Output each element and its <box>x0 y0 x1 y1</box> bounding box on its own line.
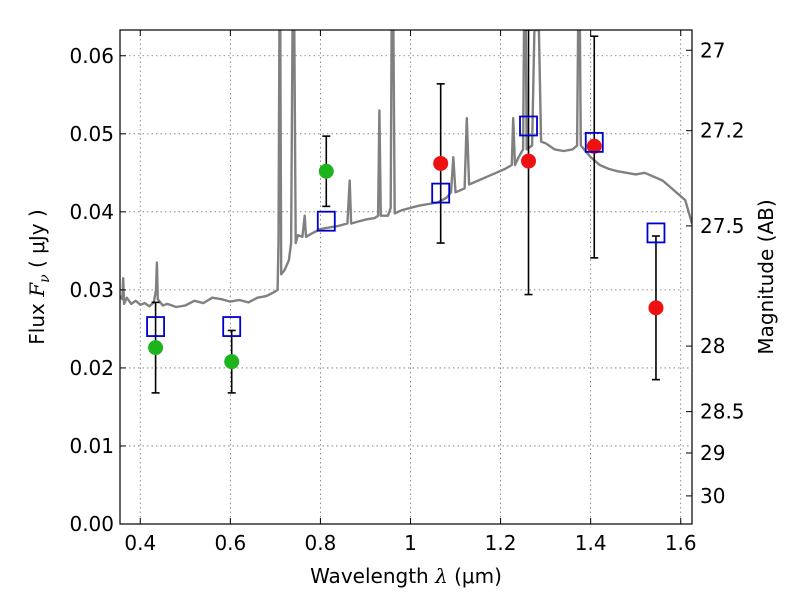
grid <box>120 30 692 525</box>
y-tick-label: 0.01 <box>69 434 114 458</box>
green-data-point <box>224 354 240 370</box>
y-tick-label: 0.04 <box>69 200 114 224</box>
x-tick-label: 1.4 <box>575 531 607 555</box>
right-tick-label: 27.2 <box>700 119 745 143</box>
right-tick-label: 29 <box>700 441 725 465</box>
model-flux-square <box>146 316 165 337</box>
model-squares-layer <box>146 115 666 337</box>
model-flux-square <box>519 115 538 137</box>
model-flux-square <box>584 131 604 153</box>
y-tick-label: 0.06 <box>69 44 114 68</box>
x-axis-label: Wavelength λ (μm) <box>310 564 502 588</box>
model-flux-square <box>222 316 242 337</box>
plot-frame <box>119 29 693 525</box>
y-tick-label: 0.05 <box>69 122 114 146</box>
model-flux-square <box>316 210 336 232</box>
y-axis-label: Flux Fν ( μJy ) <box>25 209 53 344</box>
model-flux-square <box>431 182 451 204</box>
x-tick-label: 0.6 <box>214 531 246 555</box>
model-flux-square <box>646 222 666 244</box>
green-data-point <box>148 340 164 356</box>
x-tick-label: 0.4 <box>124 531 156 555</box>
right-tick-label: 30 <box>700 484 725 508</box>
red-data-point <box>648 300 664 316</box>
model-spectrum-line <box>120 30 692 309</box>
red-data-point <box>586 138 602 154</box>
red-data-point <box>433 155 449 171</box>
x-tick-label: 1.6 <box>665 531 697 555</box>
data-points-layer <box>148 138 664 370</box>
red-data-point <box>521 153 537 169</box>
model-spectrum-layer <box>120 30 692 309</box>
right-axis-label: Magnitude (AB) <box>754 199 778 354</box>
y-tick-label: 0.02 <box>69 356 114 380</box>
right-tick-label: 28 <box>700 334 725 358</box>
y-tick-label: 0.03 <box>69 278 114 302</box>
x-tick-label: 1.2 <box>485 531 517 555</box>
axis-ticks: 0.4 0.6 0.8 1 1.2 1.4 1.6 0.00 0.01 0.02 0.03 0.04 0… <box>69 30 745 555</box>
x-tick-label: 0.8 <box>305 531 337 555</box>
y-tick-label: 0.00 <box>69 512 114 536</box>
right-tick-label: 27.5 <box>700 214 745 238</box>
x-tick-label: 1 <box>404 531 417 555</box>
right-tick-label: 28.5 <box>700 400 745 424</box>
right-tick-label: 27 <box>700 38 725 62</box>
green-data-point <box>318 163 334 179</box>
